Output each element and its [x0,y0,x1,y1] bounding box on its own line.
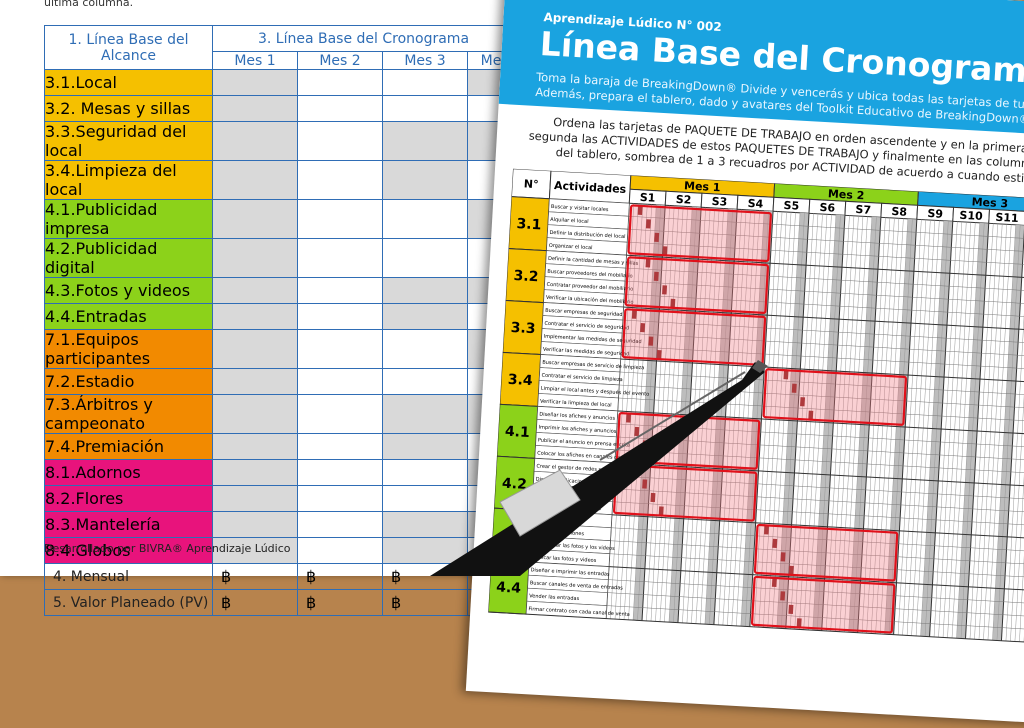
pen [0,0,1024,576]
pen-body [430,362,765,576]
currency-cell: ฿ [213,590,298,616]
currency-cell: ฿ [383,590,468,616]
total-label: 5. Valor Planeado (PV) [45,590,213,616]
page: última columna. 1. Línea Base del Alcanc… [0,0,1024,576]
currency-cell: ฿ [298,590,383,616]
group-box [752,577,894,633]
group-id: 4.4 [496,579,522,596]
total-row: 5. Valor Planeado (PV)฿฿฿ [45,590,515,616]
